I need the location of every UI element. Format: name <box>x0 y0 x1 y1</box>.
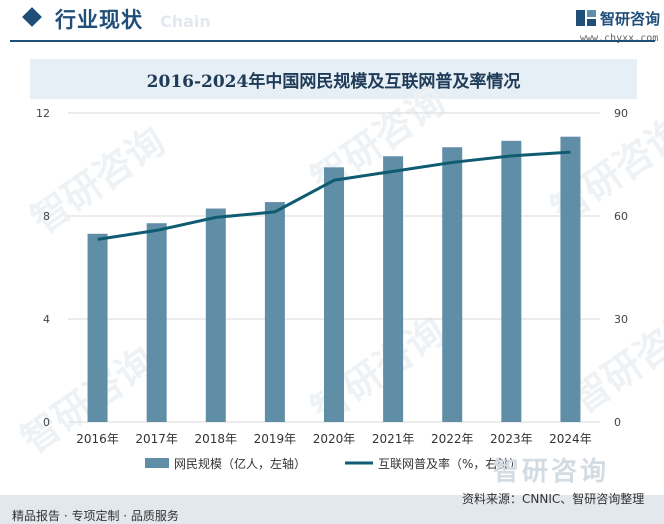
chart: 0 0 4 30 8 60 12 90 2016年 2017年 2018年 2019年 2020年 202… <box>36 107 628 471</box>
bar <box>87 233 108 422</box>
y-left-tick-label: 0 <box>43 416 50 429</box>
bar <box>264 202 285 422</box>
brand-name: 智研咨询 <box>600 10 661 28</box>
y-left-tick-label: 12 <box>36 107 50 120</box>
header-rule <box>10 40 655 42</box>
x-tick-label: 2023年 <box>490 432 533 446</box>
y-right-tick-label: 60 <box>614 210 628 223</box>
source-note: 资料来源：CNNIC、智研咨询整理 <box>462 492 645 506</box>
penetration-line <box>97 150 571 241</box>
bar <box>205 208 226 422</box>
brand-logo-icon <box>576 10 596 26</box>
x-tick-label: 2021年 <box>372 432 415 446</box>
header: 行业现状 Chain 智研咨询 www.chyxx.com <box>0 0 664 44</box>
bar <box>560 136 581 422</box>
y-left-tick-label: 8 <box>43 210 50 223</box>
bar <box>324 167 344 422</box>
footer-brand: 智研咨询 <box>493 457 610 487</box>
x-tick-label: 2019年 <box>254 432 297 446</box>
brand-url: www.chyxx.com <box>580 33 659 44</box>
x-tick-label: 2017年 <box>135 432 178 446</box>
y-right-tick-label: 90 <box>614 107 628 120</box>
y-right-tick-label: 30 <box>614 313 628 326</box>
bar <box>383 156 404 422</box>
section-title: 行业现状 <box>55 8 143 32</box>
bar <box>501 140 522 422</box>
chart-title: 2016-2024年中国网民规模及互联网普及率情况 <box>146 71 521 92</box>
footer-tagline: 精品报告 · 专项定制 · 品质服务 <box>12 509 179 523</box>
bar <box>146 223 167 422</box>
x-tick-label: 2024年 <box>549 432 592 446</box>
x-tick-label: 2018年 <box>195 432 238 446</box>
bar <box>442 147 463 422</box>
x-tick-label: 2016年 <box>76 432 119 446</box>
y-right-tick-label: 0 <box>614 416 621 429</box>
x-tick-label: 2022年 <box>431 432 474 446</box>
legend-bar-swatch <box>145 458 169 468</box>
y-left-tick-label: 4 <box>43 313 50 326</box>
legend-line-label: 互联网普及率（%，右轴） <box>378 456 521 471</box>
x-tick-label: 2020年 <box>313 432 356 446</box>
chart-title-bar: 2016-2024年中国网民规模及互联网普及率情况 <box>30 59 637 99</box>
legend-bar-label: 网民规模（亿人，左轴） <box>174 456 306 471</box>
section-watermark: Chain <box>160 12 211 31</box>
footer <box>0 495 664 524</box>
